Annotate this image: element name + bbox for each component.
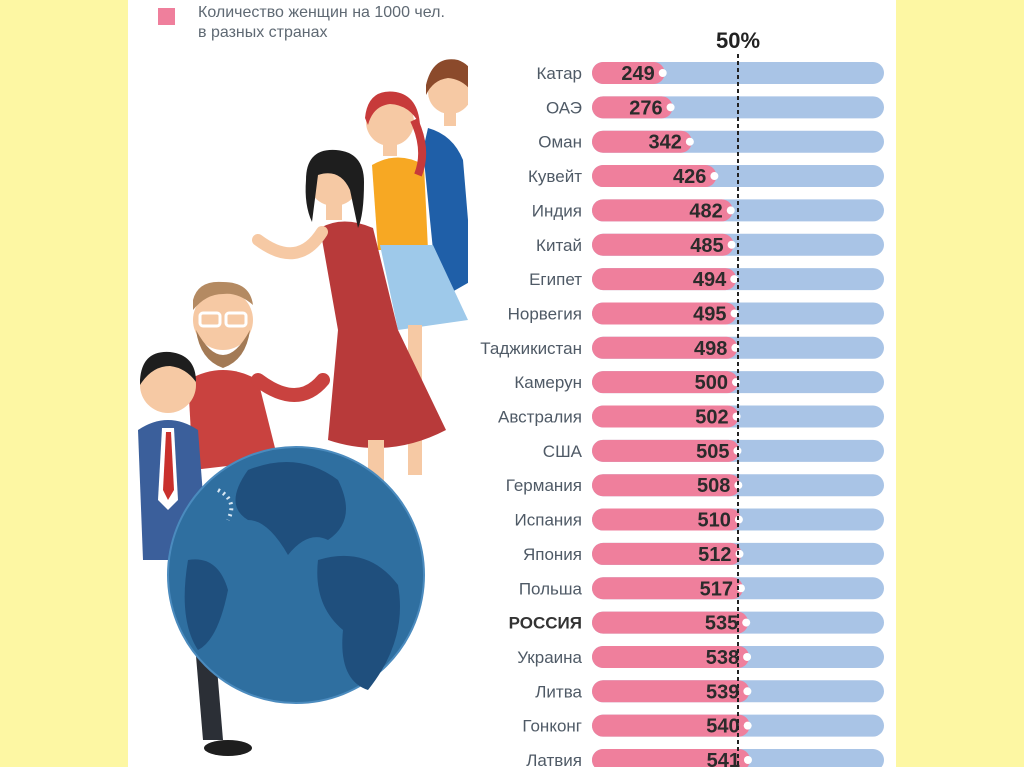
female-bar (592, 542, 742, 565)
value-label: 482 (689, 200, 722, 222)
category-label: Кувейт (528, 167, 582, 186)
value-label: 495 (693, 303, 726, 325)
value-label: 276 (629, 97, 662, 119)
value-label: 539 (706, 681, 739, 703)
value-label: 342 (648, 132, 681, 154)
reference-line-label: 50% (716, 28, 760, 53)
value-label: 485 (690, 235, 723, 257)
category-label: Гонконг (522, 717, 582, 736)
female-bar (592, 405, 739, 428)
infographic-panel: Количество женщин на 1000 чел. в разных … (128, 0, 896, 767)
category-label: Испания (515, 511, 582, 530)
female-bar (592, 96, 673, 119)
bar-end-dot (743, 756, 752, 764)
category-label: Германия (506, 476, 582, 495)
value-label: 541 (707, 750, 740, 767)
globe-icon (167, 446, 425, 704)
category-label: Литва (535, 682, 582, 701)
legend-line-1: Количество женщин на 1000 чел. (198, 4, 445, 21)
category-label: Египет (529, 270, 582, 289)
value-label: 540 (706, 716, 739, 738)
female-bar (592, 268, 737, 291)
female-bar (592, 233, 734, 256)
female-bar (592, 508, 741, 531)
bar-end-dot (742, 618, 751, 627)
bar-end-dot (730, 309, 739, 318)
bar-end-dot (743, 652, 752, 661)
bar-end-dot (710, 172, 719, 181)
bar-end-dot (733, 446, 742, 455)
group-of-people-icon (138, 59, 468, 756)
value-label: 502 (695, 407, 728, 429)
female-bar (592, 199, 733, 222)
female-bar (592, 302, 737, 325)
legend-line-2: в разных странах (198, 24, 328, 41)
bar-end-dot (735, 549, 744, 558)
bar-end-dot (727, 240, 736, 249)
value-label: 505 (696, 441, 729, 463)
category-label: Камерун (514, 373, 582, 392)
female-bar (592, 130, 692, 153)
remainder-bar (592, 62, 884, 84)
pink-square-icon (158, 8, 175, 25)
female-bar (592, 611, 749, 634)
female-bar (592, 336, 738, 359)
category-label: Австралия (498, 408, 582, 427)
value-label: 535 (705, 613, 738, 635)
category-label: Польша (519, 579, 583, 598)
value-label: 508 (697, 475, 730, 497)
category-label: Япония (523, 545, 582, 564)
female-bar (592, 439, 740, 462)
value-label: 426 (673, 166, 706, 188)
bar-chart: 249 Катар 276 ОАЭ 342 Оман 426 Кувейт 482 Индия 48… (480, 28, 884, 767)
bar-end-dot (658, 69, 667, 77)
female-bar (592, 577, 743, 600)
female-bar (592, 165, 717, 188)
category-label: Индия (532, 201, 582, 220)
bar-end-dot (734, 481, 743, 490)
bar-end-dot (726, 206, 735, 215)
bar-end-dot (743, 687, 752, 696)
bar-end-dot (732, 412, 741, 421)
category-label: Латвия (526, 751, 582, 767)
value-label: 494 (693, 269, 727, 291)
woman-red-dress-figure (252, 149, 446, 500)
bar-end-dot (730, 275, 739, 284)
female-bar (592, 371, 738, 394)
value-label: 512 (698, 544, 731, 566)
category-label: США (543, 442, 583, 461)
bar-end-dot (743, 721, 752, 730)
value-label: 498 (694, 338, 727, 360)
value-label: 510 (698, 510, 731, 532)
category-label: ОАЭ (546, 98, 582, 117)
bar-end-dot (666, 103, 675, 112)
female-bar (592, 62, 665, 84)
female-bar (592, 474, 741, 497)
category-label-highlighted: РОССИЯ (509, 614, 582, 633)
value-label: 538 (706, 647, 739, 669)
female-bar (592, 749, 750, 767)
category-label: Китай (536, 236, 582, 255)
category-label: Оман (538, 133, 582, 152)
value-label: 249 (621, 63, 654, 85)
category-label: Украина (517, 648, 582, 667)
female-bar (592, 680, 750, 703)
bar-end-dot (685, 137, 694, 146)
value-label: 517 (700, 578, 733, 600)
female-bar (592, 645, 750, 668)
category-label: Катар (537, 64, 583, 83)
category-label: Таджикистан (480, 339, 582, 358)
female-bar (592, 714, 750, 737)
category-label: Норвегия (508, 304, 582, 323)
value-label: 500 (695, 372, 728, 394)
bearded-man-figure (188, 281, 330, 470)
